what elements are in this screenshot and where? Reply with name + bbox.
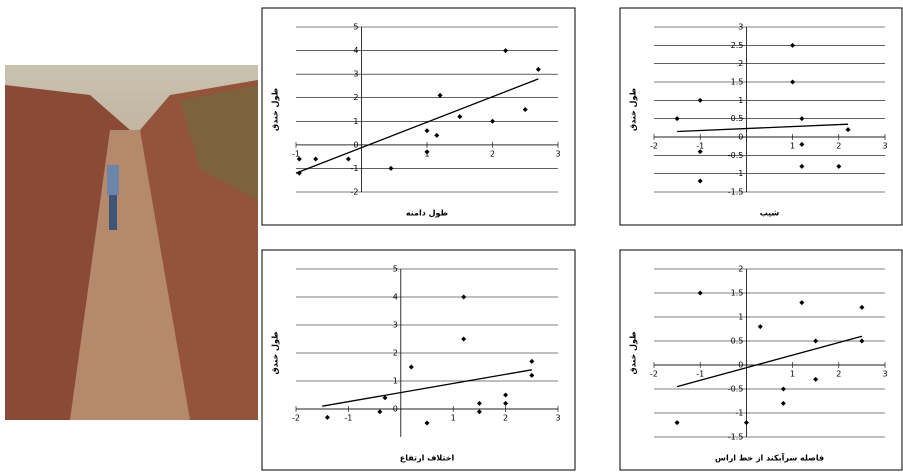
y-tick-label: 2	[738, 59, 743, 68]
x-axis-label: فاصله سرآبکند از خط اراس	[715, 453, 824, 464]
chart-frame	[620, 8, 902, 225]
y-tick-label: -2	[351, 188, 359, 197]
x-tick-label: -1	[696, 142, 704, 151]
page: -2-1012345-1123طول دامنهطول خندق-1.5-1-0…	[0, 0, 903, 473]
x-tick-label: 2	[490, 149, 495, 158]
y-axis-label: طول خندق	[271, 88, 280, 131]
y-tick-label: 2	[353, 93, 358, 102]
chart-frame	[262, 8, 575, 225]
y-axis-label: طول خندق	[629, 88, 638, 131]
y-tick-label: 0.5	[731, 337, 744, 346]
figure: -2-1012345-1123طول دامنهطول خندق-1.5-1-0…	[0, 0, 903, 473]
y-axis-label: طول خندق	[629, 331, 638, 374]
y-tick-label: 5	[393, 265, 398, 274]
x-tick-label: 3	[882, 370, 887, 379]
y-tick-label: 4	[353, 46, 358, 55]
y-tick-label: 3	[393, 321, 398, 330]
y-tick-label: 3	[738, 23, 743, 32]
x-tick-label: 2	[836, 370, 841, 379]
y-tick-label: -1.5	[728, 433, 744, 442]
y-tick-label: -1	[735, 169, 743, 178]
y-tick-label: -1.5	[728, 188, 744, 197]
y-tick-label: 2.5	[731, 41, 744, 50]
x-tick-label: -1	[344, 414, 352, 423]
x-tick-label: -2	[292, 414, 300, 423]
y-tick-label: 3	[353, 70, 358, 79]
y-tick-label: 2	[738, 265, 743, 274]
x-tick-label: 3	[555, 414, 560, 423]
y-tick-label: 1.5	[731, 78, 744, 87]
x-tick-label: -2	[650, 142, 658, 151]
y-tick-label: 0.5	[731, 114, 744, 123]
x-tick-label: 3	[882, 142, 887, 151]
y-axis-label: طول خندق	[271, 331, 280, 374]
y-tick-label: 1	[353, 117, 358, 126]
x-tick-label: 1	[790, 370, 795, 379]
y-tick-label: 2	[393, 349, 398, 358]
x-axis-label: شیب	[760, 209, 780, 218]
y-tick-label: 1	[738, 96, 743, 105]
chart: 012345-2-1123اختلاف ارتفاعطول خندق	[262, 250, 575, 470]
photo	[5, 65, 258, 420]
y-tick-label: 5	[353, 23, 358, 32]
y-tick-label: -0.5	[728, 385, 744, 394]
x-tick-label: 1	[790, 142, 795, 151]
y-tick-label: 1.5	[731, 289, 744, 298]
x-axis-label: اختلاف ارتفاع	[400, 454, 455, 463]
y-tick-label: 1	[738, 313, 743, 322]
y-tick-label: -0.5	[728, 151, 744, 160]
y-tick-label: -1	[735, 409, 743, 418]
x-tick-label: 1	[451, 414, 456, 423]
y-tick-label: 1	[393, 377, 398, 386]
y-tick-label: 4	[393, 293, 398, 302]
x-tick-label: 3	[555, 149, 560, 158]
y-tick-label: -1	[351, 164, 359, 173]
chart-frame	[262, 250, 575, 470]
x-tick-label: -2	[650, 370, 658, 379]
x-tick-label: 2	[836, 142, 841, 151]
x-tick-label: 2	[503, 414, 508, 423]
x-axis-label: طول دامنه	[406, 209, 448, 218]
x-tick-label: -1	[696, 370, 704, 379]
